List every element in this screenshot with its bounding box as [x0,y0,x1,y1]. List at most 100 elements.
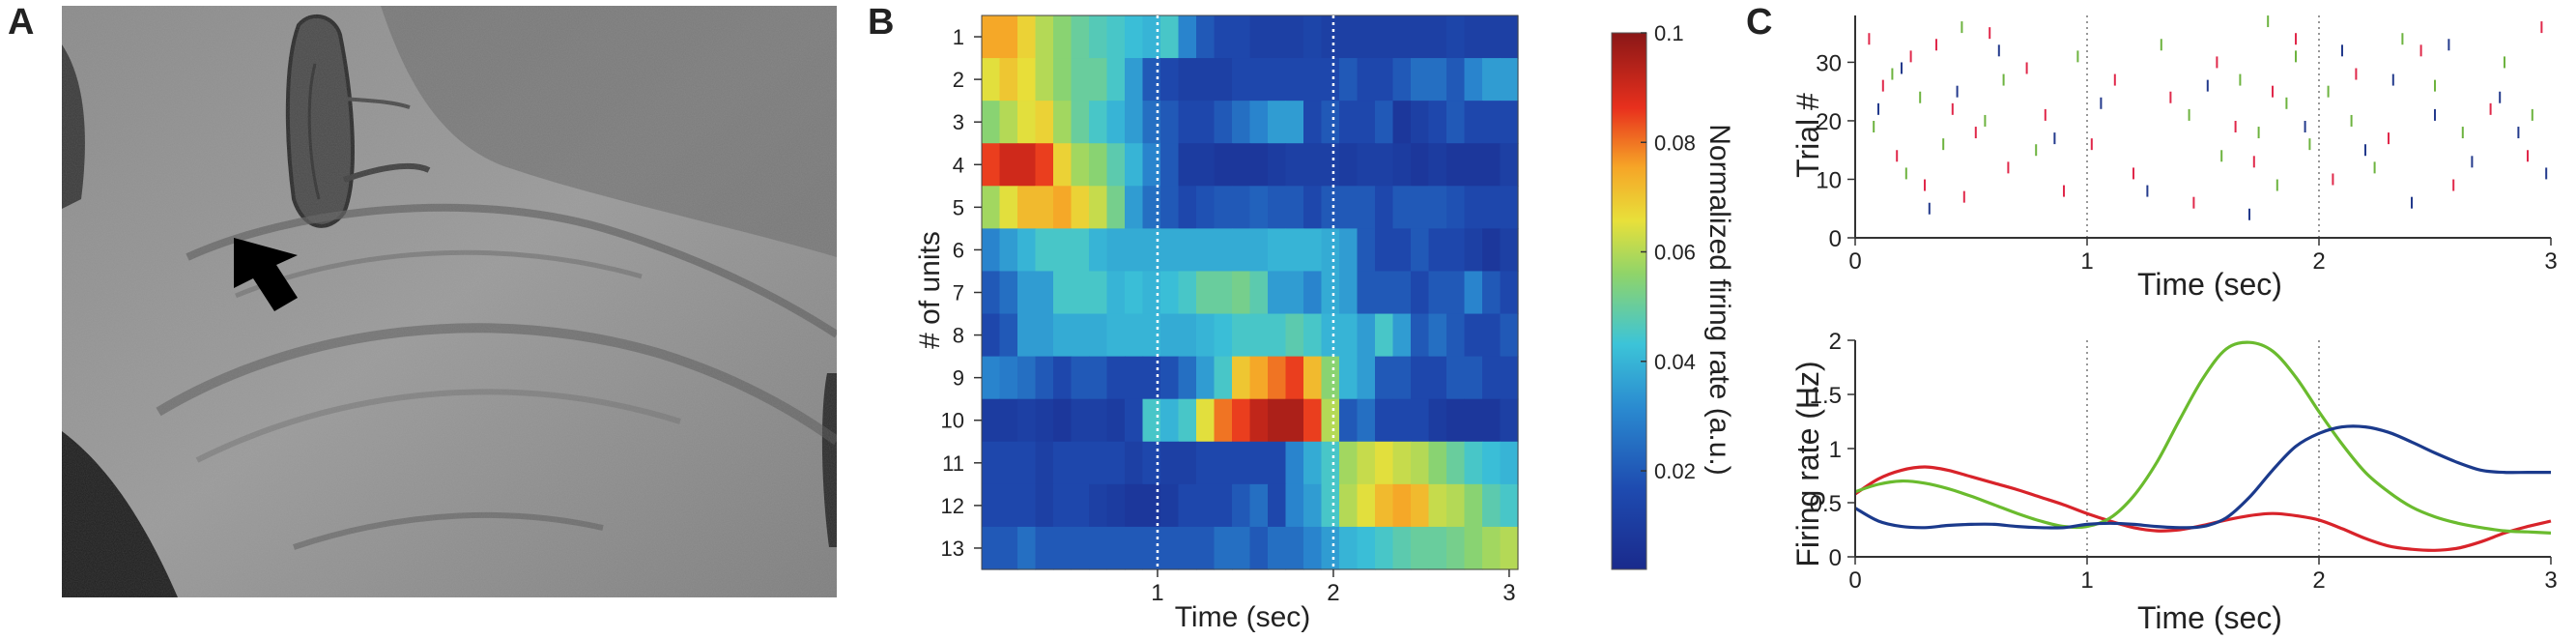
heatmap-cell [1160,101,1180,144]
heatmap-cell [1411,441,1430,485]
heatmap-cell [1196,398,1216,443]
heatmap-row-label: 3 [953,110,964,134]
heatmap-cell [999,228,1018,273]
heatmap-cell [982,271,1001,315]
raster-x-tick-label: 0 [1848,248,1861,275]
heatmap-cell [1446,483,1466,528]
heatmap-cell [1232,313,1251,358]
heatmap-cell [1411,313,1430,358]
heatmap-cell [982,101,1001,144]
heatmap-cell [1196,483,1216,528]
rate-y-label: Firing rate (Hz) [1790,361,1825,566]
heatmap-cell [1232,441,1251,485]
heatmap-cell [1106,101,1126,144]
heatmap-cell [1375,441,1394,485]
heatmap-cell [1464,228,1483,273]
heatmap-cell [1214,483,1233,528]
heatmap-cell [1106,186,1126,229]
heatmap-cell [1089,271,1108,315]
heatmap-cell [1106,356,1126,400]
heatmap-cell [982,441,1001,485]
heatmap-cell [1428,398,1447,443]
heatmap-cell [1125,58,1144,102]
heatmap-cell [1464,313,1483,358]
heatmap-cell [1053,398,1073,443]
heatmap-cell [1464,398,1483,443]
heatmap-cell [1339,228,1359,273]
heatmap-cell [1268,441,1287,485]
heatmap-cell [1357,186,1376,229]
rate-x-tick-label: 2 [2312,567,2325,594]
heatmap-cell [1106,58,1126,102]
heatmap-cell [1214,356,1233,400]
heatmap-cell [1464,186,1483,229]
heatmap-cell [1446,526,1466,570]
heatmap-cell [1375,101,1394,144]
heatmap-cell [1053,101,1073,144]
heatmap-cell [1125,441,1144,485]
heatmap-cell [1375,143,1394,187]
heatmap-cell [1446,398,1466,443]
heatmap-cell [1196,441,1216,485]
heatmap-cell [982,398,1001,443]
heatmap-cell [1089,356,1108,400]
heatmap-cell [1017,483,1037,528]
heatmap-cell [1446,356,1466,400]
heatmap-cell [1375,398,1394,443]
heatmap-cell [999,313,1018,358]
rate-x-tick-label: 0 [1848,567,1861,594]
heatmap-cell [1357,313,1376,358]
heatmap-cell [999,271,1018,315]
heatmap-cell [1160,526,1180,570]
heatmap-cell [1017,15,1037,59]
heatmap-cell [999,356,1018,400]
heatmap-cell [1249,526,1269,570]
heatmap-cell [1017,398,1037,443]
heatmap-cell [1303,356,1323,400]
heatmap-cell [1035,186,1054,229]
rate-y-tick-label: 1 [1829,437,1842,463]
heatmap-cell [1089,58,1108,102]
heatmap-cell [1339,58,1359,102]
heatmap-cell [1249,15,1269,59]
heatmap-cell [1392,15,1412,59]
heatmap-cell [1125,356,1144,400]
heatmap-cell [999,15,1018,59]
heatmap-cell [1196,58,1216,102]
heatmap-cell [1017,313,1037,358]
heatmap-cell [1142,228,1161,273]
heatmap-cell [1160,228,1180,273]
heatmap-cell [1375,228,1394,273]
heatmap-cell [1285,228,1304,273]
heatmap-cell [1232,101,1251,144]
heatmap-cell [1321,313,1340,358]
heatmap-cell [999,398,1018,443]
heatmap-cell [1428,15,1447,59]
heatmap-cell [1178,143,1197,187]
heatmap-cell [1411,228,1430,273]
heatmap-cell [1357,271,1376,315]
heatmap-cell [1285,143,1304,187]
heatmap-cell [1178,15,1197,59]
heatmap-cell [1160,441,1180,485]
heatmap-cell [1268,398,1287,443]
heatmap-cell [1500,398,1519,443]
raster-x-label: Time (sec) [2137,267,2282,302]
heatmap-cell [1106,15,1126,59]
heatmap-cell [1125,271,1144,315]
heatmap-cell [1142,526,1161,570]
heatmap-cell [1339,526,1359,570]
heatmap-cell [1017,101,1037,144]
heatmap-cell [1214,186,1233,229]
heatmap-cell [1392,271,1412,315]
heatmap-cell [1428,186,1447,229]
arrow-pointer-icon [234,238,298,311]
heatmap-cell [1053,526,1073,570]
heatmap-cell [1160,483,1180,528]
heatmap-cell [1285,58,1304,102]
rate-series-line [1854,424,2551,530]
colorbar-tick-label: 0.04 [1654,350,1696,374]
heatmap-cell [1196,313,1216,358]
heatmap-cell [1249,101,1269,144]
